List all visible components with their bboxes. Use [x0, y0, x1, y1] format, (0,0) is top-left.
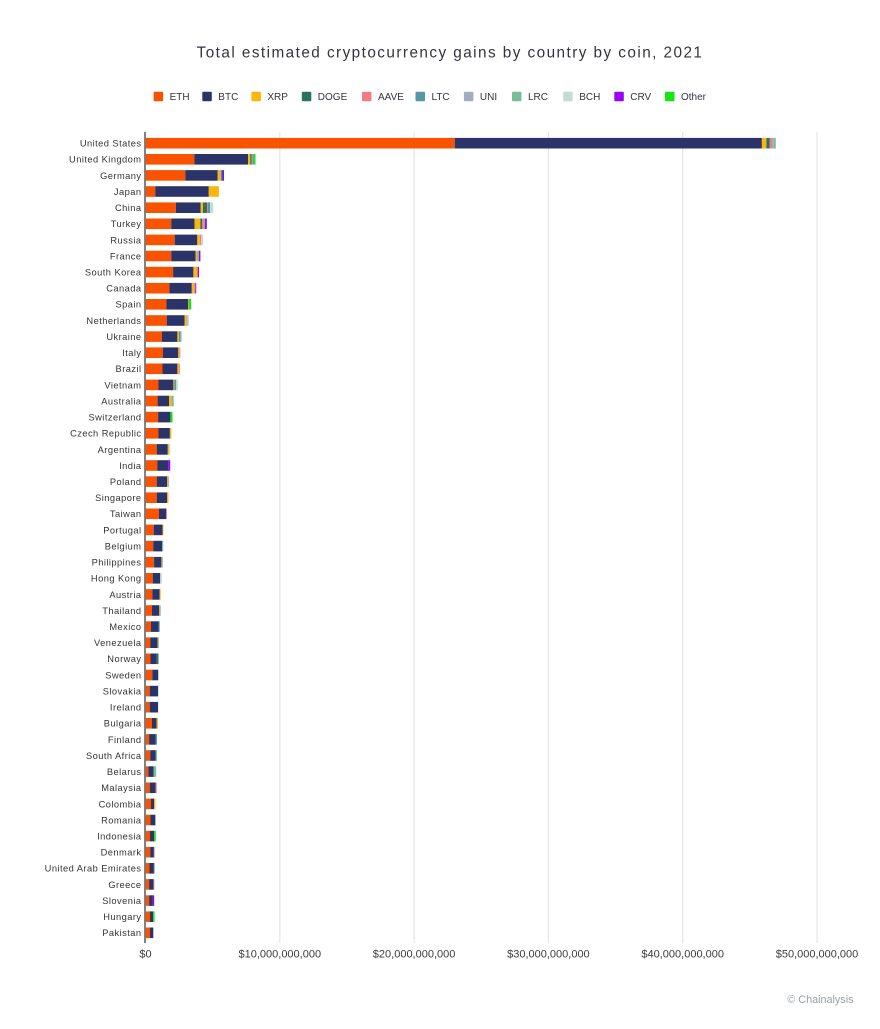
svg-text:France: France: [110, 251, 142, 261]
svg-text:$10,000,000,000: $10,000,000,000: [239, 949, 322, 961]
svg-text:Vietnam: Vietnam: [104, 380, 141, 390]
svg-text:Bulgaria: Bulgaria: [104, 719, 142, 729]
svg-text:Denmark: Denmark: [101, 848, 142, 858]
svg-text:XRP: XRP: [267, 92, 288, 103]
svg-text:CRV: CRV: [630, 92, 651, 103]
svg-text:Greece: Greece: [108, 880, 141, 890]
svg-text:China: China: [115, 203, 142, 213]
svg-text:Philippines: Philippines: [92, 558, 142, 568]
svg-text:ETH: ETH: [170, 92, 190, 103]
svg-text:Ireland: Ireland: [110, 703, 142, 713]
svg-text:Hong Kong: Hong Kong: [91, 574, 142, 584]
svg-text:UNI: UNI: [480, 92, 497, 103]
svg-text:Germany: Germany: [100, 171, 141, 181]
svg-text:Russia: Russia: [110, 235, 141, 245]
svg-text:Slovenia: Slovenia: [102, 896, 142, 906]
svg-text:Spain: Spain: [115, 300, 141, 310]
svg-text:Taiwan: Taiwan: [110, 509, 142, 519]
svg-text:Singapore: Singapore: [95, 493, 141, 503]
svg-text:Czech Republic: Czech Republic: [70, 429, 141, 439]
svg-text:Indonesia: Indonesia: [97, 832, 142, 842]
svg-text:Austria: Austria: [109, 590, 141, 600]
svg-text:Turkey: Turkey: [111, 219, 142, 229]
svg-text:AAVE: AAVE: [378, 92, 404, 103]
svg-text:Belgium: Belgium: [105, 541, 142, 551]
svg-text:BCH: BCH: [579, 92, 600, 103]
svg-text:Colombia: Colombia: [99, 799, 142, 809]
svg-text:Netherlands: Netherlands: [86, 316, 141, 326]
svg-text:$50,000,000,000: $50,000,000,000: [776, 949, 859, 961]
svg-text:India: India: [119, 461, 142, 471]
svg-text:Mexico: Mexico: [109, 622, 141, 632]
svg-text:Norway: Norway: [107, 654, 141, 664]
svg-text:Belarus: Belarus: [107, 767, 142, 777]
svg-text:South Africa: South Africa: [86, 751, 142, 761]
svg-text:Portugal: Portugal: [103, 525, 141, 535]
svg-text:Poland: Poland: [110, 477, 142, 487]
svg-text:Other: Other: [681, 92, 707, 103]
svg-text:Ukraine: Ukraine: [106, 332, 141, 342]
svg-text:$30,000,000,000: $30,000,000,000: [507, 949, 590, 961]
svg-text:South Korea: South Korea: [85, 268, 142, 278]
svg-text:$20,000,000,000: $20,000,000,000: [373, 949, 456, 961]
svg-text:United Kingdom: United Kingdom: [69, 155, 141, 165]
svg-text:Malaysia: Malaysia: [101, 783, 142, 793]
svg-text:Romania: Romania: [101, 815, 142, 825]
svg-text:Sweden: Sweden: [105, 670, 141, 680]
svg-text:LTC: LTC: [432, 92, 450, 103]
svg-text:Slovakia: Slovakia: [103, 687, 142, 697]
svg-text:Brazil: Brazil: [116, 364, 142, 374]
svg-text:Switzerland: Switzerland: [88, 413, 141, 423]
svg-text:United States: United States: [80, 139, 142, 149]
svg-text:Finland: Finland: [108, 735, 142, 745]
svg-text:Venezuela: Venezuela: [94, 638, 142, 648]
svg-text:Italy: Italy: [122, 348, 141, 358]
svg-text:$0: $0: [139, 949, 151, 961]
svg-text:Japan: Japan: [114, 187, 142, 197]
svg-text:Argentina: Argentina: [98, 445, 142, 455]
svg-text:Pakistan: Pakistan: [102, 928, 141, 938]
svg-text:LRC: LRC: [528, 92, 548, 103]
svg-text:DOGE: DOGE: [318, 92, 348, 103]
svg-text:Total estimated cryptocurrency: Total estimated cryptocurrency gains by …: [197, 45, 704, 62]
svg-text:$40,000,000,000: $40,000,000,000: [641, 949, 724, 961]
svg-text:Australia: Australia: [101, 396, 142, 406]
svg-text:© Chainalysis: © Chainalysis: [787, 994, 854, 1006]
svg-text:Thailand: Thailand: [102, 606, 141, 616]
svg-text:United Arab Emirates: United Arab Emirates: [45, 864, 142, 874]
svg-text:Canada: Canada: [106, 284, 142, 294]
svg-text:Hungary: Hungary: [103, 912, 141, 922]
svg-text:BTC: BTC: [218, 92, 238, 103]
